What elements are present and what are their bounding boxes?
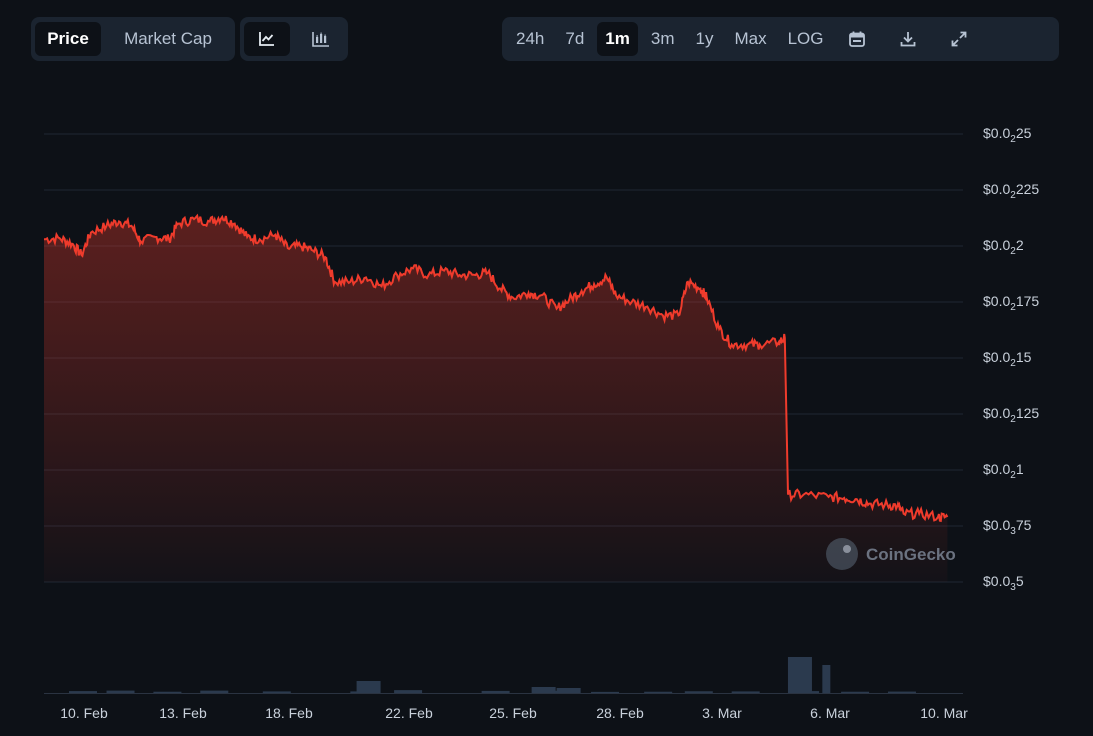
coingecko-logo-icon	[826, 538, 858, 570]
range-24h-button[interactable]: 24h	[516, 29, 545, 48]
line-chart-icon	[259, 32, 274, 46]
x-tick-label: 22. Feb	[385, 705, 433, 721]
x-tick-label: 3. Mar	[702, 705, 742, 721]
fullscreen-button[interactable]	[939, 22, 979, 56]
line-chart-button[interactable]	[244, 22, 290, 56]
chart-style-toggle	[240, 17, 348, 61]
y-tick-label: $0.022	[983, 237, 1024, 257]
volume-bar	[684, 691, 713, 693]
price-marketcap-toggle: Price Market Cap	[31, 17, 235, 61]
x-tick-label: 13. Feb	[159, 705, 207, 721]
y-tick-label: $0.035	[983, 573, 1024, 593]
y-axis: $0.0225 $0.02225 $0.022 $0.02175 $0.0215 $0.0…	[983, 125, 1039, 593]
fullscreen-icon	[951, 31, 966, 47]
range-3m-button[interactable]: 3m	[650, 29, 675, 48]
candlestick-chart-button[interactable]	[298, 22, 344, 56]
volume-bar	[644, 691, 673, 693]
y-tick-label: $0.0215	[983, 349, 1032, 369]
volume-bar	[841, 691, 870, 693]
volume-bar	[394, 690, 423, 693]
x-tick-label: 10. Mar	[920, 705, 968, 721]
volume-bar	[531, 687, 556, 693]
volume-bar	[731, 691, 760, 693]
volume-bar	[200, 690, 229, 693]
volume-bars	[69, 657, 916, 693]
volume-bar	[481, 690, 510, 693]
volume-bar	[887, 691, 916, 693]
calendar-icon	[848, 31, 865, 47]
price-button[interactable]: Price	[35, 22, 101, 56]
log-scale-button[interactable]: LOG	[787, 29, 824, 48]
y-tick-label: $0.0225	[983, 125, 1032, 145]
range-1m-button[interactable]: 1m	[597, 22, 638, 56]
y-tick-label: $0.02225	[983, 181, 1039, 201]
price-line	[44, 213, 949, 523]
x-tick-label: 6. Mar	[810, 705, 850, 721]
volume-bar	[787, 657, 812, 693]
volume-bar	[356, 681, 381, 693]
volume-bar	[591, 691, 620, 693]
price-area-fill	[44, 215, 948, 583]
market-cap-button[interactable]: Market Cap	[124, 29, 212, 48]
volume-bar	[262, 691, 291, 693]
y-tick-label: $0.0375	[983, 517, 1032, 537]
range-max-button[interactable]: Max	[734, 29, 767, 48]
x-tick-label: 28. Feb	[596, 705, 644, 721]
x-tick-label: 10. Feb	[60, 705, 108, 721]
volume-bar	[106, 690, 135, 693]
y-tick-label: $0.021	[983, 461, 1024, 481]
volume-bar	[822, 665, 831, 693]
download-button[interactable]	[888, 22, 928, 56]
candlestick-chart-icon	[312, 32, 329, 47]
volume-bar	[153, 691, 182, 693]
coingecko-watermark: CoinGecko	[826, 538, 956, 570]
y-tick-label: $0.02175	[983, 293, 1039, 313]
x-axis: 10. Feb 13. Feb 18. Feb 22. Feb 25. Feb 28. F…	[60, 705, 968, 721]
x-tick-label: 18. Feb	[265, 705, 313, 721]
watermark-text: CoinGecko	[866, 545, 956, 564]
range-7d-button[interactable]: 7d	[565, 29, 585, 48]
volume-bar	[556, 688, 581, 693]
volume-bar	[69, 691, 98, 693]
x-tick-label: 25. Feb	[489, 705, 537, 721]
y-tick-label: $0.02125	[983, 405, 1039, 425]
download-icon	[900, 32, 915, 47]
calendar-button[interactable]	[837, 22, 877, 56]
time-range-selector: 24h 7d 1m 3m 1y Max LOG	[502, 17, 1059, 61]
range-1y-button[interactable]: 1y	[695, 29, 714, 48]
